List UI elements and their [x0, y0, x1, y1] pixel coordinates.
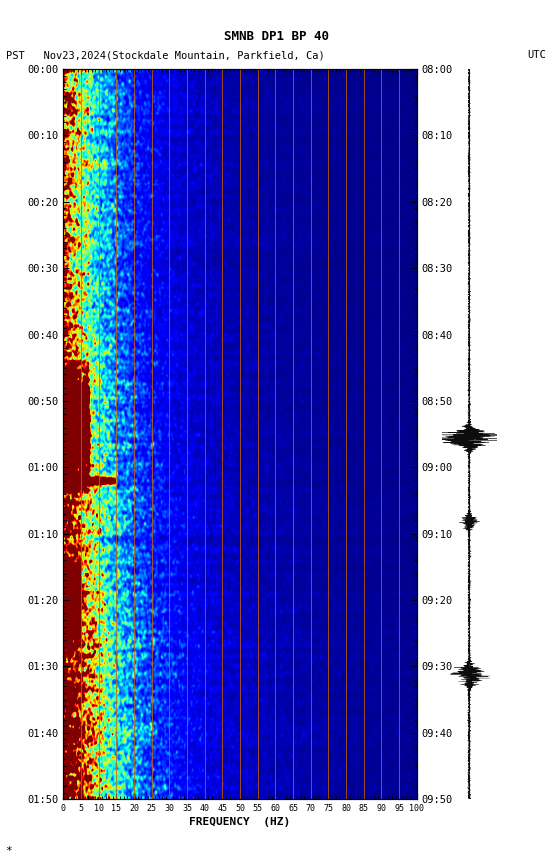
Text: *: *: [6, 846, 12, 855]
Text: PST   Nov23,2024(Stockdale Mountain, Parkfield, Ca): PST Nov23,2024(Stockdale Mountain, Parkf…: [6, 50, 324, 60]
Text: SMNB DP1 BP 40: SMNB DP1 BP 40: [224, 30, 328, 43]
Text: UTC: UTC: [528, 50, 546, 60]
X-axis label: FREQUENCY  (HZ): FREQUENCY (HZ): [189, 817, 291, 827]
